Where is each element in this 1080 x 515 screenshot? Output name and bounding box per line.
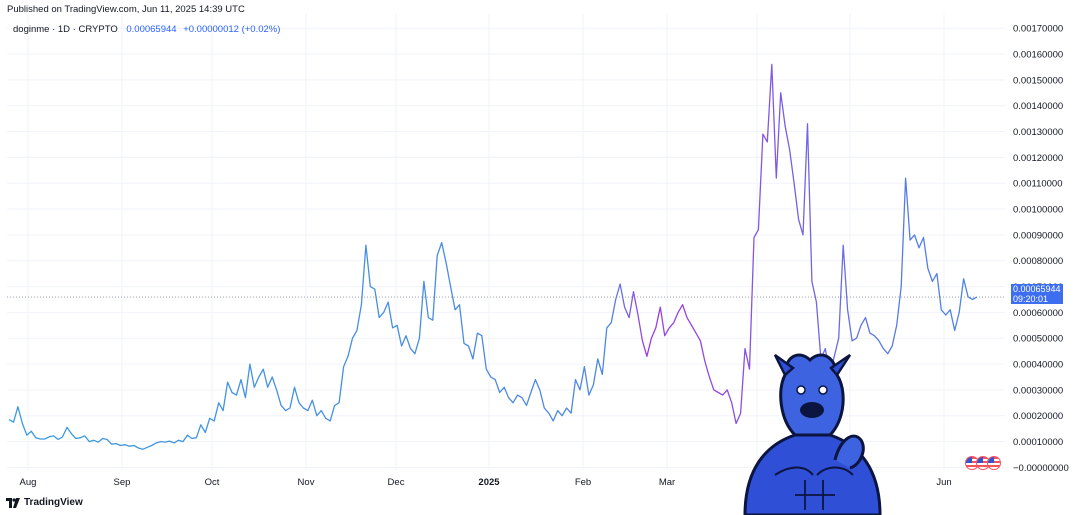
x-tick-label: 2025 <box>478 477 500 488</box>
tradingview-logo-icon <box>6 497 20 508</box>
y-axis: 0.00170000 0.00160000 0.00150000 0.00140000… <box>1013 24 1069 474</box>
y-tick-label: 0.00160000 <box>1013 50 1063 61</box>
published-caption: Published on TradingView.com, Jun 11, 20… <box>7 4 245 15</box>
x-tick-label: Oct <box>205 477 220 488</box>
us-flag-icon[interactable] <box>987 456 1001 470</box>
x-tick-label: Sep <box>114 477 131 488</box>
price-tag-value: 0.00065944 <box>1013 284 1061 294</box>
y-tick-label: 0.00100000 <box>1013 205 1063 216</box>
x-tick-label: Nov <box>298 477 315 488</box>
symbol-change: +0.00000012 (+0.02%) <box>183 24 281 35</box>
symbol-value: 0.00065944 <box>126 24 177 35</box>
y-tick-label: 0.00140000 <box>1013 101 1063 112</box>
y-tick-label: 0.00120000 <box>1013 153 1063 164</box>
y-tick-label: 0.00040000 <box>1013 360 1063 371</box>
y-tick-label: 0.00010000 <box>1013 437 1063 448</box>
price-series-line <box>8 63 978 450</box>
tradingview-logo[interactable]: TradingView <box>6 497 83 508</box>
y-tick-label: 0.00110000 <box>1013 179 1063 190</box>
event-flags[interactable] <box>965 456 1001 470</box>
y-tick-label: 0.00090000 <box>1013 230 1063 241</box>
y-tick-label: 0.00030000 <box>1013 385 1063 396</box>
y-tick-label: 0.00130000 <box>1013 127 1063 138</box>
x-tick-label: Jun <box>936 477 951 488</box>
y-tick-label: 0.00060000 <box>1013 308 1063 319</box>
y-tick-label: 0.00050000 <box>1013 334 1063 345</box>
y-tick-label: 0.00020000 <box>1013 411 1063 422</box>
blue-dog-mascot-icon <box>743 353 882 515</box>
price-tag-countdown: 09:20:01 <box>1013 294 1049 304</box>
y-tick-label: 0.00170000 <box>1013 24 1063 35</box>
y-tick-label: −0.00000000 <box>1013 463 1069 474</box>
x-tick-label: Mar <box>659 477 675 488</box>
y-tick-label: 0.00150000 <box>1013 75 1063 86</box>
y-tick-label: 0.00080000 <box>1013 256 1063 267</box>
brand-label: TradingView <box>24 497 83 508</box>
x-tick-label: Feb <box>575 477 591 488</box>
x-tick-label: Dec <box>388 477 405 488</box>
x-tick-label: Aug <box>20 477 37 488</box>
symbol-legend: doginme · 1D · CRYPTO 0.00065944 +0.0000… <box>13 24 280 35</box>
price-tag: 0.00065944 09:20:01 <box>1011 284 1063 304</box>
symbol-label: doginme · 1D · CRYPTO <box>13 24 118 35</box>
